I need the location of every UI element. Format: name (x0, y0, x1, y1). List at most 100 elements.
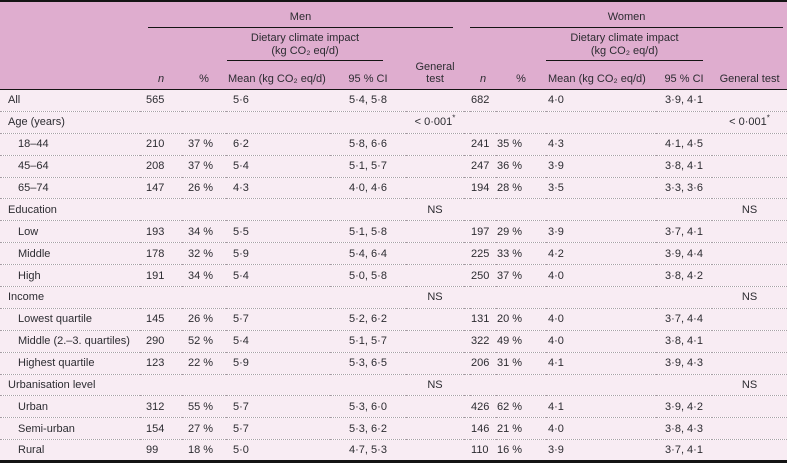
women-ci-cell: 3·9, 4·3 (665, 357, 703, 370)
women-general-test-header: General test (712, 61, 787, 90)
men-general-test-cell (406, 177, 464, 199)
women-mean-cell: 3·9 (548, 225, 564, 238)
row-label: Semi-urban (18, 422, 75, 435)
women-ci-cell: 3·8, 4·1 (665, 335, 703, 348)
women-ci-cell: 4·1, 4·5 (665, 138, 703, 151)
women-n-cell: 206 (471, 357, 490, 370)
women-general-test-cell (712, 133, 787, 155)
men-impact-subheader: Dietary climate impact (kg CO₂ eq/d) (226, 28, 406, 61)
men-general-test-cell (406, 396, 464, 418)
women-ci-cell (656, 199, 712, 221)
category-row: Education NS NS (0, 198, 787, 221)
women-n-cell: 110 (471, 444, 489, 457)
men-n-cell: 565 (146, 94, 165, 107)
women-general-test-cell (712, 352, 787, 374)
impact-line2: (kg CO₂ eq/d) (271, 44, 339, 57)
men-pct-cell (182, 287, 226, 309)
women-n-cell: 194 (471, 182, 490, 194)
men-n-cell: 312 (146, 400, 165, 413)
women-general-test-cell (712, 418, 787, 440)
women-mean-cell (546, 199, 656, 221)
women-n-cell (470, 199, 496, 221)
men-n-cell: 290 (146, 335, 165, 348)
women-pct-cell: 29 % (497, 225, 523, 238)
women-general-test-cell: NS (741, 379, 758, 392)
women-pct-cell: 49 % (497, 335, 523, 348)
women-n-cell (470, 374, 496, 396)
women-mean-cell: 4·1 (548, 400, 564, 413)
men-general-test-cell: NS (427, 291, 443, 304)
men-mean-cell: 5·9 (233, 247, 249, 260)
women-mean-cell: 3·9 (548, 160, 564, 173)
group-header-row: Men Women (0, 1, 787, 28)
row-label: Middle (2.–3. quartiles) (18, 335, 130, 348)
men-ci-cell: 4·7, 5·3 (349, 444, 387, 457)
women-pct-cell: 35 % (497, 138, 523, 151)
women-general-test-cell (712, 155, 787, 177)
women-n-cell: 131 (471, 313, 490, 326)
women-n-cell: 197 (471, 225, 490, 238)
women-ci-cell: 3·9, 4·4 (665, 247, 703, 260)
table-row: 18–44 210 37 % 6·2 5·8, 6·6 241 35 % 4·3 4·1, 4·… (0, 133, 787, 156)
women-pct-header: % (496, 61, 547, 90)
women-impact-subheader: Dietary climate impact (kg CO₂ eq/d) (546, 28, 713, 61)
women-mean-cell: 4·0 (548, 422, 564, 435)
table-row: 65–74 147 26 % 4·3 4·0, 4·6 194 28 % 3·5 3·3, 3·… (0, 177, 787, 199)
women-mean-cell (546, 374, 656, 396)
men-general-test-cell: NS (427, 379, 443, 392)
men-pct-cell: 22 % (188, 357, 214, 370)
table-row: High 191 34 % 5·4 5·0, 5·8 250 37 % 4·0 3·8, 4·2 (0, 264, 787, 287)
table-header: Men Women Dietary climate impact (kg CO₂… (0, 1, 787, 90)
men-ci-cell: 5·4, 5·8 (349, 94, 387, 107)
men-mean-cell (226, 111, 330, 133)
men-n-cell: 178 (146, 247, 165, 260)
women-group-label: Women (607, 11, 646, 23)
men-pct-cell: 52 % (188, 335, 214, 348)
men-general-test-header: General test (406, 61, 465, 90)
women-ci-cell (656, 111, 712, 133)
men-n-cell (140, 287, 182, 309)
men-pct-cell: 27 % (188, 422, 214, 435)
men-ci-cell (330, 374, 406, 396)
row-label: Highest quartile (18, 357, 95, 370)
men-n-cell: 191 (146, 269, 165, 282)
table-row: Middle (2.–3. quartiles) 290 52 % 5·4 5·1, 5… (0, 330, 787, 353)
men-mean-cell (226, 287, 330, 309)
women-general-test-cell (712, 243, 787, 265)
men-ci-header: 95 % CI (330, 61, 406, 90)
women-ci-cell (656, 374, 712, 396)
women-pct-cell: 37 % (497, 269, 523, 282)
women-mean-cell: 3·5 (548, 182, 564, 194)
men-general-test-cell (406, 330, 464, 352)
men-n-cell: 210 (146, 138, 165, 151)
table-row: Rural 99 18 % 5·0 4·7, 5·3 110 16 % 3·9 3·7, 4·1 (0, 439, 787, 462)
men-general-test-cell (406, 352, 464, 374)
men-general-test-cell: NS (427, 203, 443, 216)
women-ci-cell: 3·3, 3·6 (665, 182, 703, 194)
men-mean-cell: 5·4 (233, 269, 249, 282)
men-ci-cell: 5·3, 6·2 (349, 422, 387, 435)
women-pct-cell: 20 % (497, 313, 523, 326)
row-label: Middle (18, 247, 51, 260)
women-general-test-cell (712, 440, 787, 462)
significance-star: * (452, 113, 456, 123)
women-ci-cell: 3·8, 4·1 (665, 160, 703, 173)
women-pct-cell (496, 90, 546, 112)
men-ci-cell: 5·1, 5·7 (349, 335, 387, 348)
women-pct-cell: 33 % (497, 247, 523, 260)
women-group-header: Women (470, 1, 787, 28)
men-pct-cell: 32 % (188, 247, 214, 260)
women-mean-cell: 4·0 (548, 313, 564, 326)
men-pct-cell: 55 % (188, 400, 214, 413)
men-mean-cell (226, 199, 330, 221)
women-n-header: n (470, 61, 497, 90)
men-n-cell: 123 (146, 357, 165, 370)
category-row: Age (years) < 0·001* < 0·001* (0, 111, 787, 134)
men-general-test-cell (406, 418, 464, 440)
row-label: Low (18, 225, 39, 238)
women-general-test-cell: NS (741, 291, 758, 304)
men-ci-cell: 5·1, 5·7 (349, 160, 387, 173)
significance-star: * (766, 113, 770, 123)
women-ci-cell (656, 287, 712, 309)
